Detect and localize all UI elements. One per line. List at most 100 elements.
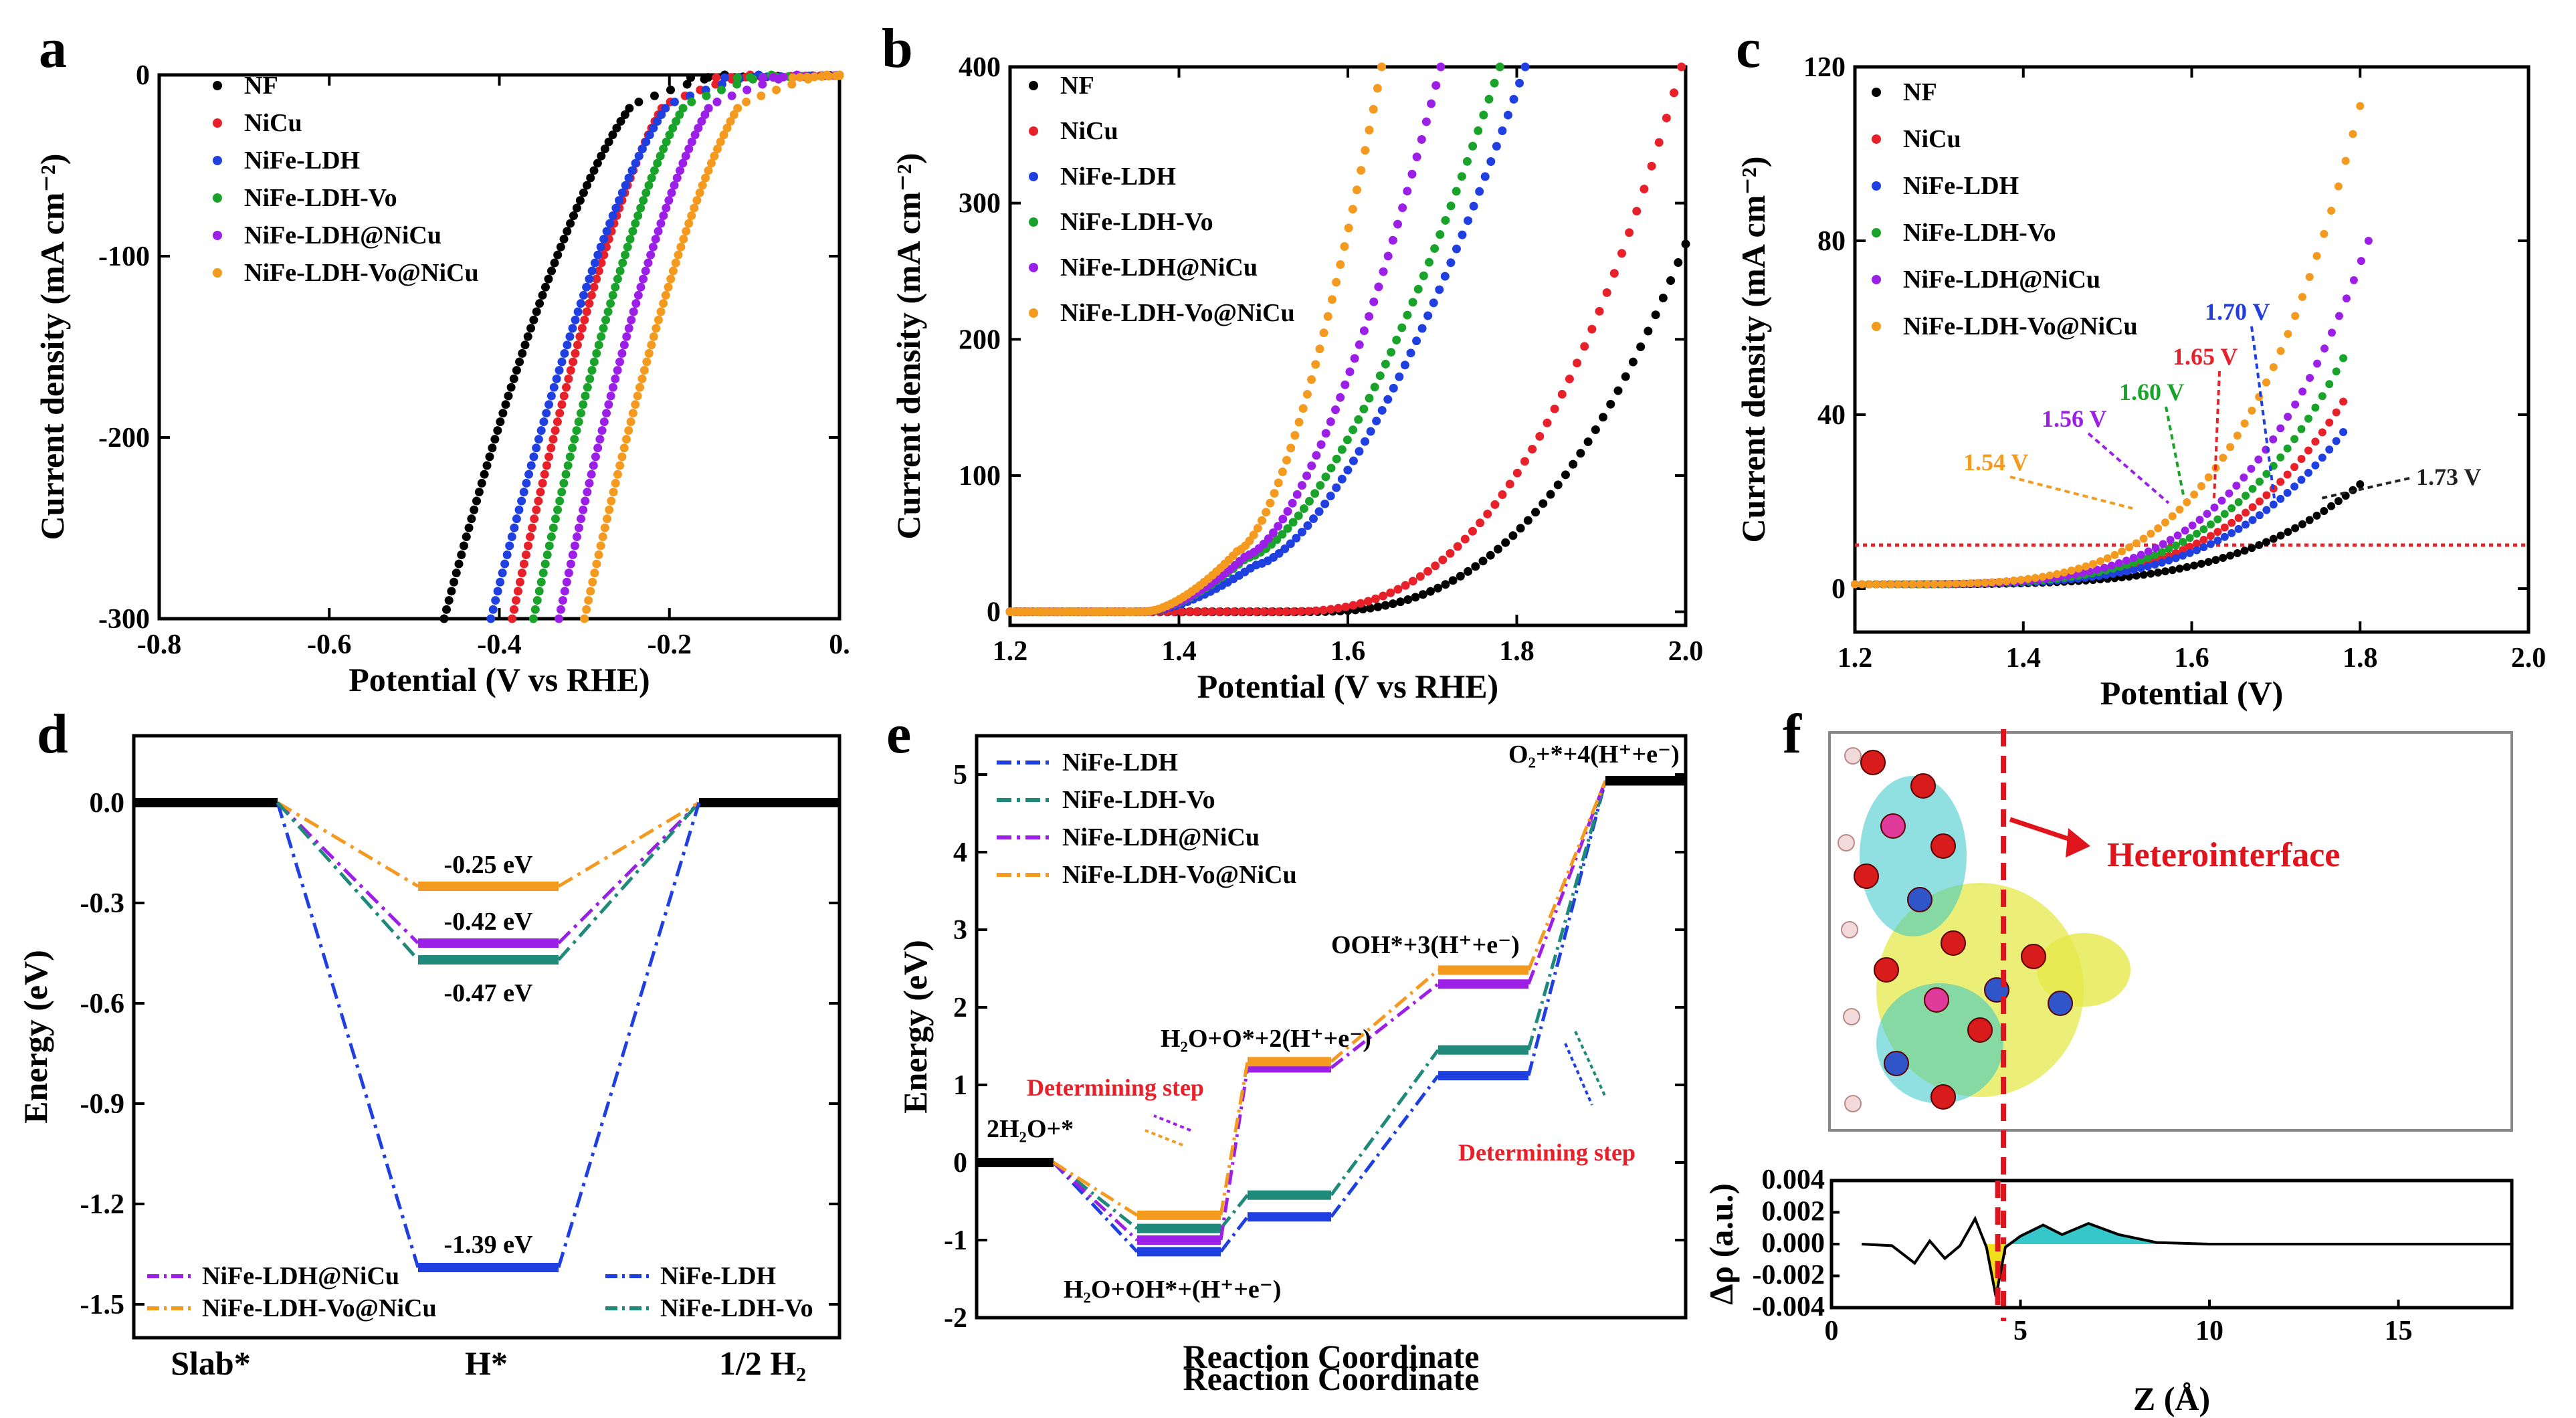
data-point [2248,544,2256,552]
data-point [480,470,489,479]
data-point [1274,522,1283,531]
data-point [2171,541,2180,550]
data-point [1423,311,1433,320]
data-point [1543,418,1552,427]
data-point [519,559,528,569]
data-point [1274,478,1283,488]
data-point [631,219,640,228]
data-point [1930,580,1939,589]
data-point [547,532,556,542]
data-point [2168,512,2177,520]
connector [1052,1161,1138,1241]
data-point [528,614,538,623]
data-point [588,577,597,587]
data-point [1307,375,1316,385]
data-point [2199,536,2208,544]
data-point [2213,536,2222,545]
x-tick-label: 1.6 [1330,636,1366,667]
data-point [650,166,659,175]
data-point [1280,544,1290,554]
data-point [549,523,558,532]
data-point [1369,104,1378,114]
y-tick-label: 0 [953,1148,967,1179]
data-point [779,72,788,82]
data-point [1492,142,1501,151]
data-point [1446,258,1456,268]
data-point [633,391,642,401]
data-point [595,435,605,444]
data-point [1476,518,1485,528]
data-point [1311,360,1320,369]
data-point [1457,172,1466,181]
data-point [641,266,650,276]
data-point [636,282,646,292]
data-point [1483,509,1492,518]
data-point [2339,397,2348,406]
data-point [566,366,575,375]
connector [1052,1160,1138,1217]
data-point [671,258,680,268]
data-point [526,461,536,470]
data-point [2100,563,2108,572]
data-point [617,188,627,197]
data-point [592,348,601,358]
data-point [1373,602,1383,611]
data-point [678,159,688,168]
data-point [2144,547,2153,556]
potential-annotation: 1.65 V [2173,343,2238,370]
data-point [1670,88,1679,98]
data-point [1332,483,1341,492]
data-point [1606,399,1615,409]
panel-label: a [39,17,67,80]
data-point [522,478,531,488]
data-point [704,104,713,113]
data-point [2220,510,2229,518]
data-point [2233,431,2242,440]
data-point [769,73,778,82]
data-point [704,166,713,175]
data-point [2291,400,2300,409]
data-point [2220,523,2229,532]
data-point [2242,492,2250,500]
data-point [1412,153,1421,162]
data-point [2193,529,2201,538]
data-point [477,478,486,488]
data-point [587,366,597,375]
connector [276,802,420,1268]
data-point [2139,534,2148,543]
data-point [2312,511,2321,520]
data-point [2038,573,2047,581]
data-point [564,374,573,383]
legend-label: NiFe-LDH@NiCu [202,1262,399,1290]
atom [1880,813,1906,839]
data-point [583,181,592,190]
y-axis-label: Current density (mA cm⁻²) [890,153,927,540]
data-point [1425,587,1435,596]
data-point [444,596,454,605]
data-point [633,290,643,300]
atom [1930,833,1956,859]
data-point [598,532,607,542]
data-point [457,550,466,560]
data-point [2262,470,2271,478]
data-point [1417,134,1426,144]
data-point [1440,272,1450,281]
data-point [565,452,575,462]
connector [276,801,419,888]
atom [2048,991,2073,1016]
connector [1219,1061,1250,1216]
data-point [551,426,560,435]
data-point [1486,157,1496,167]
step-label: H₂O+OH*+(H⁺+e⁻) [1064,1276,1281,1304]
data-point [624,324,633,333]
data-point [582,307,591,316]
data-point [2193,546,2201,554]
data-point [729,110,738,120]
data-point [563,227,572,236]
data-point [2183,498,2191,506]
data-point [544,452,554,462]
data-point [2185,542,2194,551]
data-point [672,173,682,183]
data-point [2291,312,2300,320]
data-point [2276,494,2285,503]
